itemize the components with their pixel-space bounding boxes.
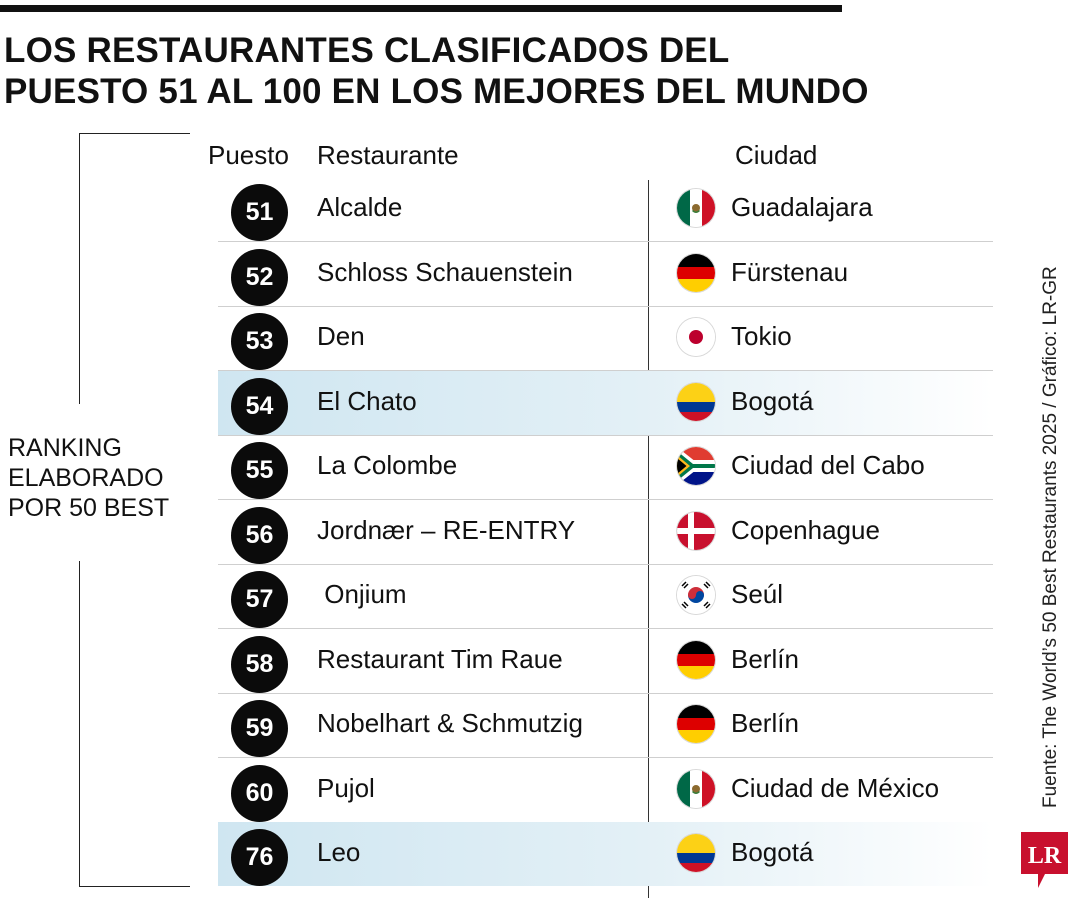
- table-row: 58 Restaurant Tim Raue Berlín: [218, 629, 993, 694]
- ranking-label-line-3: POR 50 BEST: [8, 494, 170, 522]
- column-header-restaurante: Restaurante: [317, 140, 459, 170]
- city-name: Berlín: [731, 644, 799, 674]
- restaurant-name: Pujol: [317, 773, 375, 803]
- restaurant-name: Onjium: [317, 579, 407, 609]
- denmark-flag-icon: [677, 512, 715, 550]
- ranking-bracket-top: [79, 133, 190, 404]
- rank-badge: 53: [231, 313, 288, 370]
- south-africa-flag-icon: [677, 447, 715, 485]
- rank-badge: 57: [231, 571, 288, 628]
- germany-flag-icon: [677, 254, 715, 292]
- lr-logo-icon: LR: [1021, 832, 1068, 888]
- title-line-2: PUESTO 51 AL 100 EN LOS MEJORES DEL MUND…: [4, 72, 869, 111]
- ranking-bracket-bottom: [79, 561, 190, 887]
- column-header-ciudad: Ciudad: [735, 140, 818, 170]
- rank-badge: 52: [231, 249, 288, 306]
- mexico-flag-icon: [677, 189, 715, 227]
- restaurant-name: Alcalde: [317, 192, 403, 222]
- city-name: Bogotá: [731, 837, 814, 867]
- ranking-label-line-1: RANKING: [8, 434, 122, 462]
- rank-badge: 55: [231, 442, 288, 499]
- restaurant-name: Den: [317, 321, 365, 351]
- table-row: 76 Leo Bogotá: [218, 822, 993, 886]
- mexico-flag-icon: [677, 770, 715, 808]
- city-name: Bogotá: [731, 386, 814, 416]
- restaurant-name: Jordnær – RE-ENTRY: [317, 515, 576, 545]
- city-name: Seúl: [731, 579, 784, 609]
- rank-badge: 58: [231, 636, 288, 693]
- restaurant-name: Leo: [317, 837, 361, 867]
- rank-badge: 60: [231, 765, 288, 822]
- city-name: Berlín: [731, 708, 799, 738]
- colombia-flag-icon: [677, 383, 715, 421]
- restaurant-name: Schloss Schauenstein: [317, 257, 573, 287]
- restaurant-name: El Chato: [317, 386, 417, 416]
- top-rule: [0, 5, 842, 12]
- south-korea-flag-icon: [677, 576, 715, 614]
- title-line-1: LOS RESTAURANTES CLASIFICADOS DEL: [4, 31, 730, 70]
- restaurant-name: La Colombe: [317, 450, 458, 480]
- city-name: Ciudad de México: [731, 773, 940, 803]
- ranking-label: RANKING ELABORADO POR 50 BEST: [8, 433, 188, 523]
- city-name: Copenhague: [731, 515, 880, 545]
- table-row: 60 Pujol Ciudad de México: [218, 758, 993, 823]
- germany-flag-icon: [677, 641, 715, 679]
- table-row: 59 Nobelhart & Schmutzig Berlín: [218, 693, 993, 758]
- rank-badge: 51: [231, 184, 288, 241]
- restaurant-name: Restaurant Tim Raue: [317, 644, 563, 674]
- source-credit: Fuente: The World’s 50 Best Restaurants …: [1040, 266, 1061, 808]
- rank-badge: 76: [231, 829, 288, 886]
- rank-badge: 56: [231, 507, 288, 564]
- column-divider: [648, 180, 649, 898]
- germany-flag-icon: [677, 705, 715, 743]
- restaurant-name: Nobelhart & Schmutzig: [317, 708, 583, 738]
- logo-text: LR: [1028, 843, 1062, 869]
- table-row: 52 Schloss Schauenstein Fürstenau: [218, 242, 993, 307]
- city-name: Ciudad del Cabo: [731, 450, 925, 480]
- colombia-flag-icon: [677, 834, 715, 872]
- city-name: Fürstenau: [731, 257, 849, 287]
- ranking-label-line-2: ELABORADO: [8, 464, 164, 492]
- table-row: 56 Jordnær – RE-ENTRY Copenhague: [218, 500, 993, 565]
- table-row: 54 El Chato Bogotá: [218, 371, 993, 436]
- table-row: 55 La Colombe Ciudad del Cabo: [218, 435, 993, 500]
- city-name: Tokio: [731, 321, 792, 351]
- page-title: LOS RESTAURANTES CLASIFICADOS DEL PUESTO…: [4, 30, 904, 112]
- table-row: 53 Den Tokio: [218, 306, 993, 371]
- table-row: 57 Onjium Seúl: [218, 564, 993, 629]
- japan-flag-icon: [677, 318, 715, 356]
- rank-badge: 59: [231, 700, 288, 757]
- column-header-puesto: Puesto: [208, 140, 289, 170]
- table-row: 51 Alcalde Guadalajara: [218, 177, 993, 242]
- rank-badge: 54: [231, 378, 288, 435]
- city-name: Guadalajara: [731, 192, 873, 222]
